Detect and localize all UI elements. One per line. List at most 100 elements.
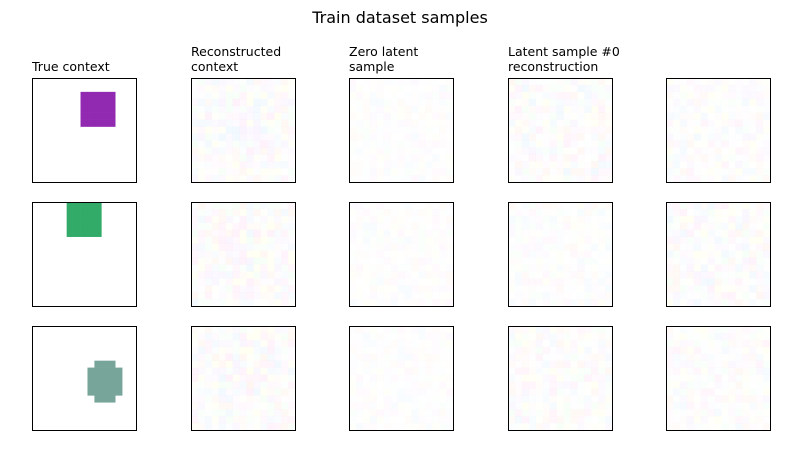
heatmap-cell [521, 292, 530, 300]
heatmap-cell [598, 346, 606, 355]
heatmap-cell [411, 133, 419, 141]
context-pixel [80, 202, 88, 210]
heatmap-cell [728, 244, 735, 251]
heatmap-cell [432, 175, 440, 183]
heatmap-cell [432, 106, 439, 113]
heatmap-cell [363, 375, 370, 382]
heatmap-cell [197, 339, 206, 348]
heatmap-cell [253, 381, 261, 389]
heatmap-cell [577, 215, 585, 224]
heatmap-cell [577, 416, 585, 424]
heatmap-cell [686, 416, 695, 424]
heatmap-cell [376, 339, 384, 348]
heatmap-cell [274, 278, 282, 286]
heatmap-cell [218, 243, 226, 251]
heatmap-cell [756, 126, 764, 134]
heatmap-cell [425, 161, 433, 169]
heatmap-cell [728, 175, 736, 183]
heatmap-cell [549, 285, 557, 293]
heatmap-cell [666, 257, 674, 265]
heatmap-cell [577, 133, 585, 141]
heatmap-cell [742, 257, 750, 265]
heatmap-cell [666, 339, 674, 348]
heatmap-cell [679, 84, 688, 93]
heatmap-cell [508, 381, 516, 389]
heatmap-cell [226, 423, 233, 430]
heatmap-cell [528, 367, 537, 375]
heatmap-cell [535, 367, 543, 375]
context-pixel [94, 229, 102, 237]
heatmap-cell [432, 161, 439, 168]
heatmap-cell [404, 147, 411, 154]
heatmap-cell [584, 84, 592, 93]
heatmap-cell [701, 375, 708, 382]
context-pixel [108, 374, 116, 382]
heatmap-cell [679, 119, 688, 127]
heatmap-cell [383, 140, 391, 148]
heatmap-cell [411, 395, 419, 403]
heatmap-cell [267, 78, 275, 86]
heatmap-cell [598, 339, 606, 348]
heatmap-cell [355, 423, 364, 431]
heatmap-cell [376, 236, 384, 244]
heatmap-cell [363, 85, 370, 92]
heatmap-cell [398, 292, 405, 299]
heatmap-cell [376, 229, 384, 237]
heatmap-cell [260, 416, 268, 424]
heatmap-cell [563, 78, 571, 86]
heatmap-cell [714, 360, 722, 368]
heatmap-cell [700, 292, 708, 300]
heatmap-cell [362, 409, 371, 417]
heatmap-cell [432, 416, 440, 424]
heatmap-cell [370, 202, 377, 209]
heatmap-cell [584, 285, 592, 293]
heatmap-cell [425, 374, 433, 382]
heatmap-cell [721, 215, 729, 224]
heatmap-cell [742, 332, 750, 341]
heatmap-cell [672, 388, 681, 396]
heatmap-cell [281, 292, 289, 300]
heatmap-cell [508, 84, 516, 93]
heatmap-cell [288, 140, 296, 148]
heatmap-cell [563, 230, 570, 237]
heatmap-cell [666, 423, 674, 431]
heatmap-cell [397, 126, 405, 134]
heatmap-cell [260, 202, 268, 210]
heatmap-cell [728, 202, 736, 210]
heatmap-cell [383, 112, 391, 120]
heatmap-cell [211, 222, 220, 231]
heatmap-cell [535, 222, 543, 231]
heatmap-cell [514, 91, 523, 100]
heatmap-cell [253, 271, 261, 279]
heatmap-cell [707, 91, 715, 100]
column-title-line: Reconstructed [191, 44, 281, 59]
heatmap-cell [742, 91, 750, 100]
heatmap-cell [666, 168, 674, 176]
heatmap-cell [390, 250, 398, 258]
heatmap-cell [260, 222, 268, 231]
heatmap-cell [355, 292, 364, 300]
heatmap-cell [556, 112, 564, 120]
heatmap-cell [267, 112, 275, 120]
heatmap-cell [218, 154, 226, 162]
heatmap-cell [605, 126, 613, 134]
heatmap-cell [714, 119, 722, 127]
heatmap-cell [521, 332, 530, 341]
panel-frame [32, 78, 137, 183]
heatmap-cell [542, 105, 550, 113]
heatmap-cell [700, 84, 708, 93]
heatmap-cell [446, 119, 454, 127]
heatmap-cell [584, 250, 592, 258]
heatmap-cell [556, 381, 564, 389]
heatmap-cell [577, 285, 585, 293]
heatmap-cell [288, 168, 296, 176]
heatmap-cell [522, 257, 529, 264]
heatmap-cell [549, 299, 557, 307]
heatmap-cell [721, 250, 729, 258]
heatmap-cell [232, 175, 240, 183]
heatmap-cell [253, 250, 261, 258]
heatmap-cell [686, 353, 695, 361]
heatmap-cell [591, 154, 599, 162]
heatmap-cell [225, 285, 233, 293]
heatmap-cell [721, 395, 729, 403]
